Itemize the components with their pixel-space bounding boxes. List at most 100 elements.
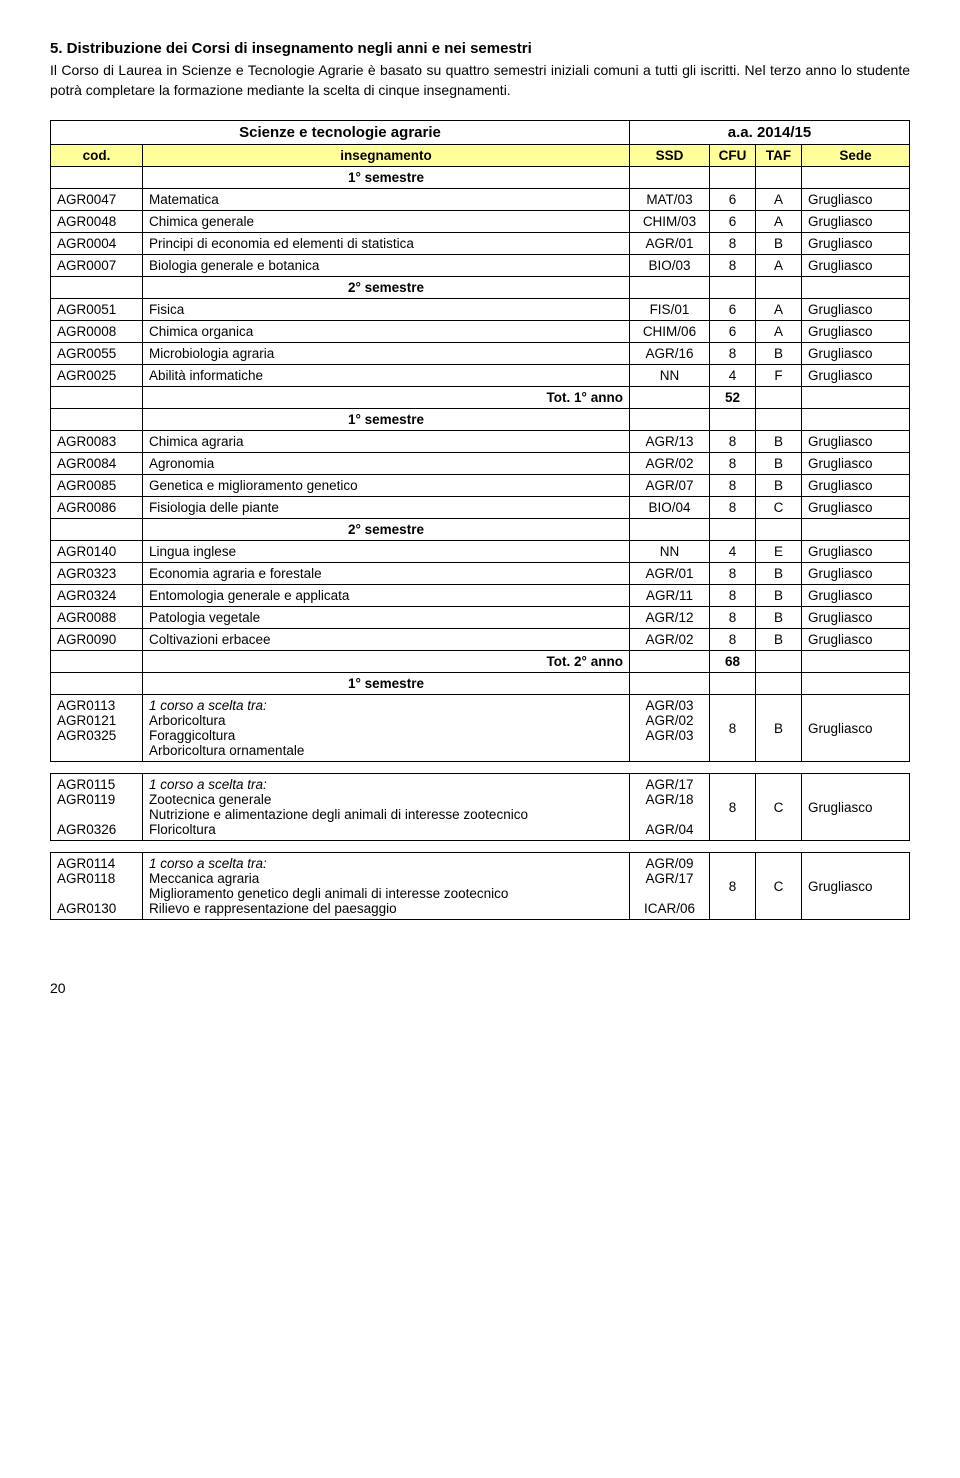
cell: A (755, 321, 801, 343)
choice-courses: Arboricoltura Foraggicoltura Arboricoltu… (149, 713, 304, 758)
cell: AGR0085 (51, 475, 143, 497)
cell: F (755, 365, 801, 387)
cell: AGR0088 (51, 607, 143, 629)
cell: AGR0086 (51, 497, 143, 519)
cell: 8 (709, 497, 755, 519)
cell: Grugliasco (801, 365, 909, 387)
cell: Agronomia (143, 453, 630, 475)
table-row: AGR0140Lingua ingleseNN4EGrugliasco (51, 541, 910, 563)
total-value: 68 (709, 651, 755, 673)
cell: BIO/03 (629, 255, 709, 277)
cell: B (755, 475, 801, 497)
cell: MAT/03 (629, 189, 709, 211)
total-row: Tot. 1° anno52 (51, 387, 910, 409)
cell: Grugliasco (801, 585, 909, 607)
spacer-row (51, 841, 910, 853)
cell: 8 (709, 453, 755, 475)
cell: 6 (709, 211, 755, 233)
cell: AGR0090 (51, 629, 143, 651)
cell: Fisica (143, 299, 630, 321)
semester-row: 2° semestre (51, 277, 910, 299)
table-row: AGR0051FisicaFIS/016AGrugliasco (51, 299, 910, 321)
semester-label: 2° semestre (143, 519, 630, 541)
cell: Grugliasco (801, 563, 909, 585)
cell: AGR/02 (629, 629, 709, 651)
cell: B (755, 453, 801, 475)
table-row: AGR0008Chimica organicaCHIM/066AGruglias… (51, 321, 910, 343)
cell: NN (629, 365, 709, 387)
cell: 8 (709, 233, 755, 255)
cell: Grugliasco (801, 541, 909, 563)
cell: AGR0025 (51, 365, 143, 387)
cell: Grugliasco (801, 774, 909, 841)
header-taf: TAF (755, 145, 801, 167)
cell: AGR0083 (51, 431, 143, 453)
cell: 6 (709, 321, 755, 343)
cell: 8 (709, 255, 755, 277)
cell: 1 corso a scelta tra:Zootecnica generale… (143, 774, 630, 841)
choice-label: 1 corso a scelta tra: (149, 856, 267, 871)
table-row: AGR0324Entomologia generale e applicataA… (51, 585, 910, 607)
cell: B (755, 431, 801, 453)
cell: B (755, 695, 801, 762)
header-ssd: SSD (629, 145, 709, 167)
cell: 8 (709, 431, 755, 453)
cell: 8 (709, 563, 755, 585)
table-row: AGR0090Coltivazioni erbaceeAGR/028BGrugl… (51, 629, 910, 651)
cell: Grugliasco (801, 189, 909, 211)
cell: FIS/01 (629, 299, 709, 321)
semester-row: 1° semestre (51, 409, 910, 431)
cell: Grugliasco (801, 607, 909, 629)
cell: B (755, 585, 801, 607)
cell: Grugliasco (801, 299, 909, 321)
cell: Grugliasco (801, 233, 909, 255)
cell: AGR/09 AGR/17 ICAR/06 (629, 853, 709, 920)
section-title: 5. Distribuzione dei Corsi di insegnamen… (50, 40, 910, 57)
cell: AGR0047 (51, 189, 143, 211)
semester-row: 2° semestre (51, 519, 910, 541)
table-row: AGR0048Chimica generaleCHIM/036AGruglias… (51, 211, 910, 233)
semester-label: 2° semestre (143, 277, 630, 299)
table-row: AGR0083Chimica agrariaAGR/138BGrugliasco (51, 431, 910, 453)
cell: 8 (709, 629, 755, 651)
cell: 8 (709, 607, 755, 629)
cell: Grugliasco (801, 853, 909, 920)
cell: NN (629, 541, 709, 563)
cell: Grugliasco (801, 343, 909, 365)
cell: AGR0113 AGR0121 AGR0325 (51, 695, 143, 762)
cell: 1 corso a scelta tra:Arboricoltura Forag… (143, 695, 630, 762)
cell: B (755, 343, 801, 365)
cell: 6 (709, 189, 755, 211)
cell: BIO/04 (629, 497, 709, 519)
cell: 8 (709, 343, 755, 365)
cell: AGR0324 (51, 585, 143, 607)
header-sede: Sede (801, 145, 909, 167)
choice-row: AGR0115 AGR0119 AGR0326 1 corso a scelta… (51, 774, 910, 841)
table-row: AGR0085Genetica e miglioramento genetico… (51, 475, 910, 497)
cell: Grugliasco (801, 453, 909, 475)
cell: AGR/01 (629, 563, 709, 585)
total-row: Tot. 2° anno68 (51, 651, 910, 673)
cell: Biologia generale e botanica (143, 255, 630, 277)
cell: AGR/07 (629, 475, 709, 497)
cell: AGR0007 (51, 255, 143, 277)
cell: AGR0114 AGR0118 AGR0130 (51, 853, 143, 920)
cell: AGR0051 (51, 299, 143, 321)
cell: 4 (709, 365, 755, 387)
table-title-right: a.a. 2014/15 (629, 121, 909, 145)
cell: Grugliasco (801, 695, 909, 762)
semester-label: 1° semestre (143, 167, 630, 189)
cell: 8 (709, 853, 755, 920)
cell: 4 (709, 541, 755, 563)
table-header-row: cod. insegnamento SSD CFU TAF Sede (51, 145, 910, 167)
cell: Patologia vegetale (143, 607, 630, 629)
cell: 6 (709, 299, 755, 321)
cell: Grugliasco (801, 629, 909, 651)
cell: A (755, 255, 801, 277)
cell: AGR0323 (51, 563, 143, 585)
cell: Economia agraria e forestale (143, 563, 630, 585)
semester-label: 1° semestre (143, 673, 630, 695)
page-number: 20 (50, 980, 910, 996)
cell: C (755, 774, 801, 841)
cell: Lingua inglese (143, 541, 630, 563)
